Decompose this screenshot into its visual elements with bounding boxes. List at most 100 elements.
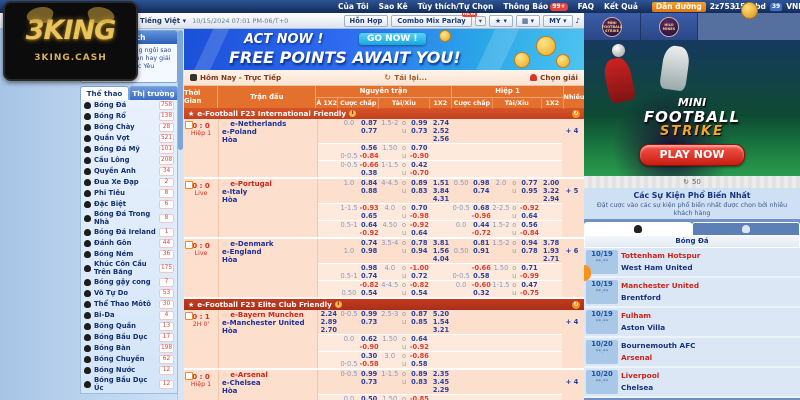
- sidebar-sport-item[interactable]: Bóng Bầu Dục 17: [81, 332, 177, 343]
- more-markets-link[interactable]: + 6: [565, 247, 579, 255]
- team-away[interactable]: e-Chelsea: [222, 379, 261, 387]
- odds-value[interactable]: -0.90: [359, 343, 379, 351]
- go-now-button[interactable]: GO NOW !: [359, 33, 426, 45]
- popular-match-row[interactable]: 10/20 **:** Liverpool Chelsea: [584, 368, 800, 398]
- odds-value[interactable]: 1.56: [432, 247, 450, 255]
- odds-value[interactable]: 2.89: [320, 318, 337, 326]
- draw-label[interactable]: Hòa: [222, 327, 238, 335]
- odds-value[interactable]: -0.96: [471, 212, 491, 220]
- odds-value[interactable]: 0.68: [473, 204, 490, 212]
- favorite-checkbox[interactable]: [185, 372, 193, 380]
- odds-value[interactable]: -0.92: [409, 343, 429, 351]
- team-home[interactable]: ☆ e-Denmark: [222, 240, 274, 248]
- odds-value[interactable]: 0.99: [361, 370, 378, 378]
- odds-value[interactable]: 0.87: [411, 310, 428, 318]
- favorite-star-icon[interactable]: ☆: [222, 120, 228, 128]
- collapse-handle[interactable]: [584, 265, 591, 281]
- odds-value[interactable]: -0.98: [409, 212, 429, 220]
- team-away[interactable]: e-Italy: [222, 188, 248, 196]
- sidebar-sport-item[interactable]: Võ Tự Do 53: [81, 288, 177, 299]
- odds-value[interactable]: 0.62: [361, 335, 378, 343]
- odds-value[interactable]: 0.65: [361, 212, 378, 220]
- info-icon[interactable]: i: [334, 301, 342, 308]
- popular-match-row[interactable]: 10/19 **:** Manchester United Brentford: [584, 278, 800, 308]
- team-away[interactable]: e-Manchester United: [222, 319, 305, 327]
- odds-value[interactable]: 0.87: [361, 119, 378, 127]
- sidebar-sport-item[interactable]: Đua Xe Đạp 2: [81, 177, 177, 188]
- odds-value[interactable]: -0.72: [471, 229, 491, 237]
- odds-value[interactable]: 0.47: [521, 281, 538, 289]
- sidebar-sport-item[interactable]: Đặc Biệt 6: [81, 199, 177, 210]
- draw-label[interactable]: Hòa: [222, 196, 238, 204]
- odds-value[interactable]: 0.64: [411, 229, 428, 237]
- odds-value[interactable]: 1.93: [542, 247, 560, 255]
- refresh-icon[interactable]: ↻: [683, 178, 689, 186]
- odds-value[interactable]: 2.52: [432, 127, 450, 135]
- odds-value[interactable]: 0.73: [361, 318, 378, 326]
- more-markets-link[interactable]: + 5: [565, 187, 579, 195]
- odds-value[interactable]: 0.64: [361, 221, 378, 229]
- sound-icon[interactable]: ♪: [575, 16, 580, 25]
- view-dropdown[interactable]: ▦ ▾: [515, 14, 541, 27]
- favorite-checkbox[interactable]: [185, 241, 193, 249]
- league-refresh-icon[interactable]: ↻: [572, 109, 580, 118]
- popular-match-row[interactable]: 10/19 **:** Fulham Aston Villa: [584, 308, 800, 338]
- odds-value[interactable]: -0.75: [519, 289, 539, 297]
- popular-tab-soccer[interactable]: [584, 222, 692, 235]
- sidebar-sport-item[interactable]: Bóng Chuyền 62: [81, 354, 177, 365]
- team-home[interactable]: ☆ e-Arsenal: [222, 371, 268, 379]
- top-nav-link[interactable]: Thông Báo 99+: [503, 2, 568, 11]
- game-tab[interactable]: MINI FOOTBALL STRIKE: [584, 13, 641, 40]
- odds-value[interactable]: 2.70: [320, 326, 337, 334]
- odds-value[interactable]: 0.72: [411, 272, 428, 280]
- sidebar-sport-item[interactable]: Quần Vợt 521: [81, 133, 177, 144]
- odds-value[interactable]: 0.42: [411, 161, 428, 169]
- odds-value[interactable]: 0.89: [411, 370, 428, 378]
- odds-value[interactable]: 0.71: [521, 264, 538, 272]
- balance-refresh-badge[interactable]: 39: [769, 2, 783, 11]
- top-nav-link[interactable]: Kết Quả: [604, 2, 638, 11]
- odds-value[interactable]: 0.70: [411, 144, 428, 152]
- select-league-button[interactable]: Chọn giải: [530, 73, 578, 82]
- close-icon[interactable]: ✕: [731, 4, 737, 12]
- favorite-star-icon[interactable]: ☆: [222, 240, 228, 248]
- navigation-button[interactable]: Dẫn đường: [651, 1, 706, 12]
- odds-format-dropdown[interactable]: MY ▾: [543, 14, 573, 27]
- odds-value[interactable]: 4.04: [432, 255, 450, 263]
- odds-value[interactable]: 0.81: [473, 239, 490, 247]
- more-markets-link[interactable]: + 4: [565, 378, 579, 386]
- odds-value[interactable]: 3.78: [542, 239, 560, 247]
- more-markets-link[interactable]: + 4: [565, 127, 579, 135]
- odds-value[interactable]: 2.35: [432, 370, 450, 378]
- odds-value[interactable]: -1.00: [409, 264, 429, 272]
- odds-value[interactable]: 3.84: [432, 187, 450, 195]
- odds-value[interactable]: -0.70: [409, 169, 429, 177]
- odds-value[interactable]: 0.78: [521, 247, 538, 255]
- sidebar-sport-item[interactable]: Bi-Da 4: [81, 310, 177, 321]
- odds-value[interactable]: 0.77: [521, 179, 538, 187]
- odds-value[interactable]: 0.98: [361, 247, 378, 255]
- top-nav-link[interactable]: Của Tôi: [338, 2, 369, 11]
- odds-value[interactable]: 0.54: [411, 289, 428, 297]
- favorite-checkbox[interactable]: [185, 312, 193, 320]
- odds-value[interactable]: 0.54: [361, 289, 378, 297]
- favorite-star-icon[interactable]: ☆: [222, 371, 228, 379]
- odds-value[interactable]: 0.74: [473, 187, 490, 195]
- top-nav-link[interactable]: FAQ: [578, 2, 594, 11]
- odds-value[interactable]: 2.94: [542, 195, 560, 203]
- odds-value[interactable]: 0.32: [473, 289, 490, 297]
- odds-value[interactable]: -0.92: [409, 221, 429, 229]
- info-icon[interactable]: i: [349, 110, 357, 117]
- odds-value[interactable]: 2.74: [432, 119, 450, 127]
- odds-value[interactable]: 0.89: [411, 179, 428, 187]
- team-home[interactable]: ☆ e-Portugal: [222, 180, 272, 188]
- team-away[interactable]: e-England: [222, 248, 262, 256]
- odds-value[interactable]: 0.95: [521, 187, 538, 195]
- odds-value[interactable]: 0.56: [361, 144, 378, 152]
- favorite-star-icon[interactable]: ☆: [222, 311, 228, 319]
- popular-match-row[interactable]: 10/19 **:** Tottenham Hotspur West Ham Unit…: [584, 248, 800, 278]
- odds-value[interactable]: 0.77: [361, 127, 378, 135]
- odds-value[interactable]: -0.66: [359, 161, 379, 169]
- league-star-icon[interactable]: ★: [188, 109, 195, 118]
- odds-value[interactable]: 3.21: [432, 326, 450, 334]
